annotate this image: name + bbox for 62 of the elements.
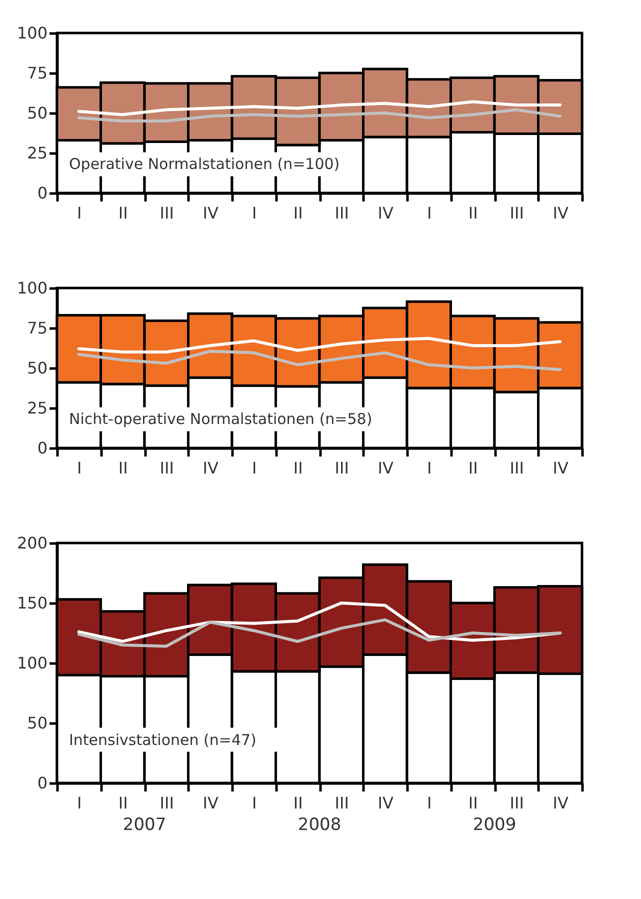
text: 2007 xyxy=(122,815,166,835)
line-series xyxy=(77,350,562,372)
x-tick-label: I xyxy=(252,204,257,222)
x-tick-label: IV xyxy=(552,458,569,478)
text: Intensivstationen (n=47) xyxy=(69,730,256,749)
text: Operative Normalstationen (n=100) xyxy=(69,155,340,174)
x-tick-label: IV xyxy=(202,204,219,222)
x-tick-label: III xyxy=(334,458,349,478)
x-tick-label: II xyxy=(293,794,303,812)
x-tick-label: III xyxy=(334,794,349,812)
x-tick-label: II xyxy=(118,204,128,222)
y-tick-label: 75 xyxy=(27,64,48,82)
x-tick-label: I xyxy=(77,204,82,222)
x-tick-label: I xyxy=(427,204,432,222)
x-tick-label: IV xyxy=(552,204,569,222)
y-tick-label: 0 xyxy=(37,438,48,458)
x-tick-label: IV xyxy=(552,794,569,812)
x-tick-label: III xyxy=(510,204,524,222)
y-tick-label: 0 xyxy=(37,774,48,792)
x-tick-label: I xyxy=(427,458,432,478)
x-tick-label: I xyxy=(427,794,432,812)
y-tick-label: 100 xyxy=(16,24,48,42)
y-tick-label: 100 xyxy=(16,654,48,672)
x-tick-label: III xyxy=(160,204,174,222)
line-series xyxy=(77,618,562,648)
x-tick-label: II xyxy=(293,458,303,478)
x-tick-label: II xyxy=(468,204,478,222)
x-tick-label: I xyxy=(252,458,257,478)
y-tick-label: 0 xyxy=(37,184,48,202)
x-tick-label: III xyxy=(334,204,349,222)
x-tick-label: III xyxy=(510,458,524,478)
x-tick-label: IV xyxy=(202,794,219,812)
line-series xyxy=(77,100,562,116)
x-tick-label: II xyxy=(118,458,128,478)
x-tick-label: II xyxy=(293,204,303,222)
x-tick-label: III xyxy=(160,458,174,478)
line-series xyxy=(77,108,562,122)
x-tick-label: I xyxy=(77,458,82,478)
text: 2009 xyxy=(472,815,516,835)
x-tick-label: IV xyxy=(378,204,394,222)
x-tick-label: II xyxy=(468,458,478,478)
y-tick-label: 150 xyxy=(16,594,48,612)
x-tick-label: III xyxy=(160,794,174,812)
text: Nicht-operative Normalstationen (n=58) xyxy=(69,410,372,428)
x-tick-label: I xyxy=(77,794,82,812)
y-tick-label: 100 xyxy=(16,278,48,298)
x-tick-label: II xyxy=(118,794,128,812)
y-tick-label: 75 xyxy=(27,318,48,338)
x-tick-label: IV xyxy=(378,458,394,478)
y-tick-label: 25 xyxy=(27,144,48,162)
x-tick-label: IV xyxy=(202,458,219,478)
text: 2008 xyxy=(298,815,342,835)
x-tick-label: IV xyxy=(378,794,394,812)
y-tick-label: 50 xyxy=(27,358,48,378)
y-tick-label: 50 xyxy=(27,714,48,732)
line-series xyxy=(77,336,562,354)
y-tick-label: 50 xyxy=(27,104,48,122)
x-tick-label: III xyxy=(510,794,524,812)
x-tick-label: II xyxy=(468,794,478,812)
x-tick-label: I xyxy=(252,794,257,812)
y-tick-label: 25 xyxy=(27,398,48,418)
y-tick-label: 200 xyxy=(16,534,48,552)
